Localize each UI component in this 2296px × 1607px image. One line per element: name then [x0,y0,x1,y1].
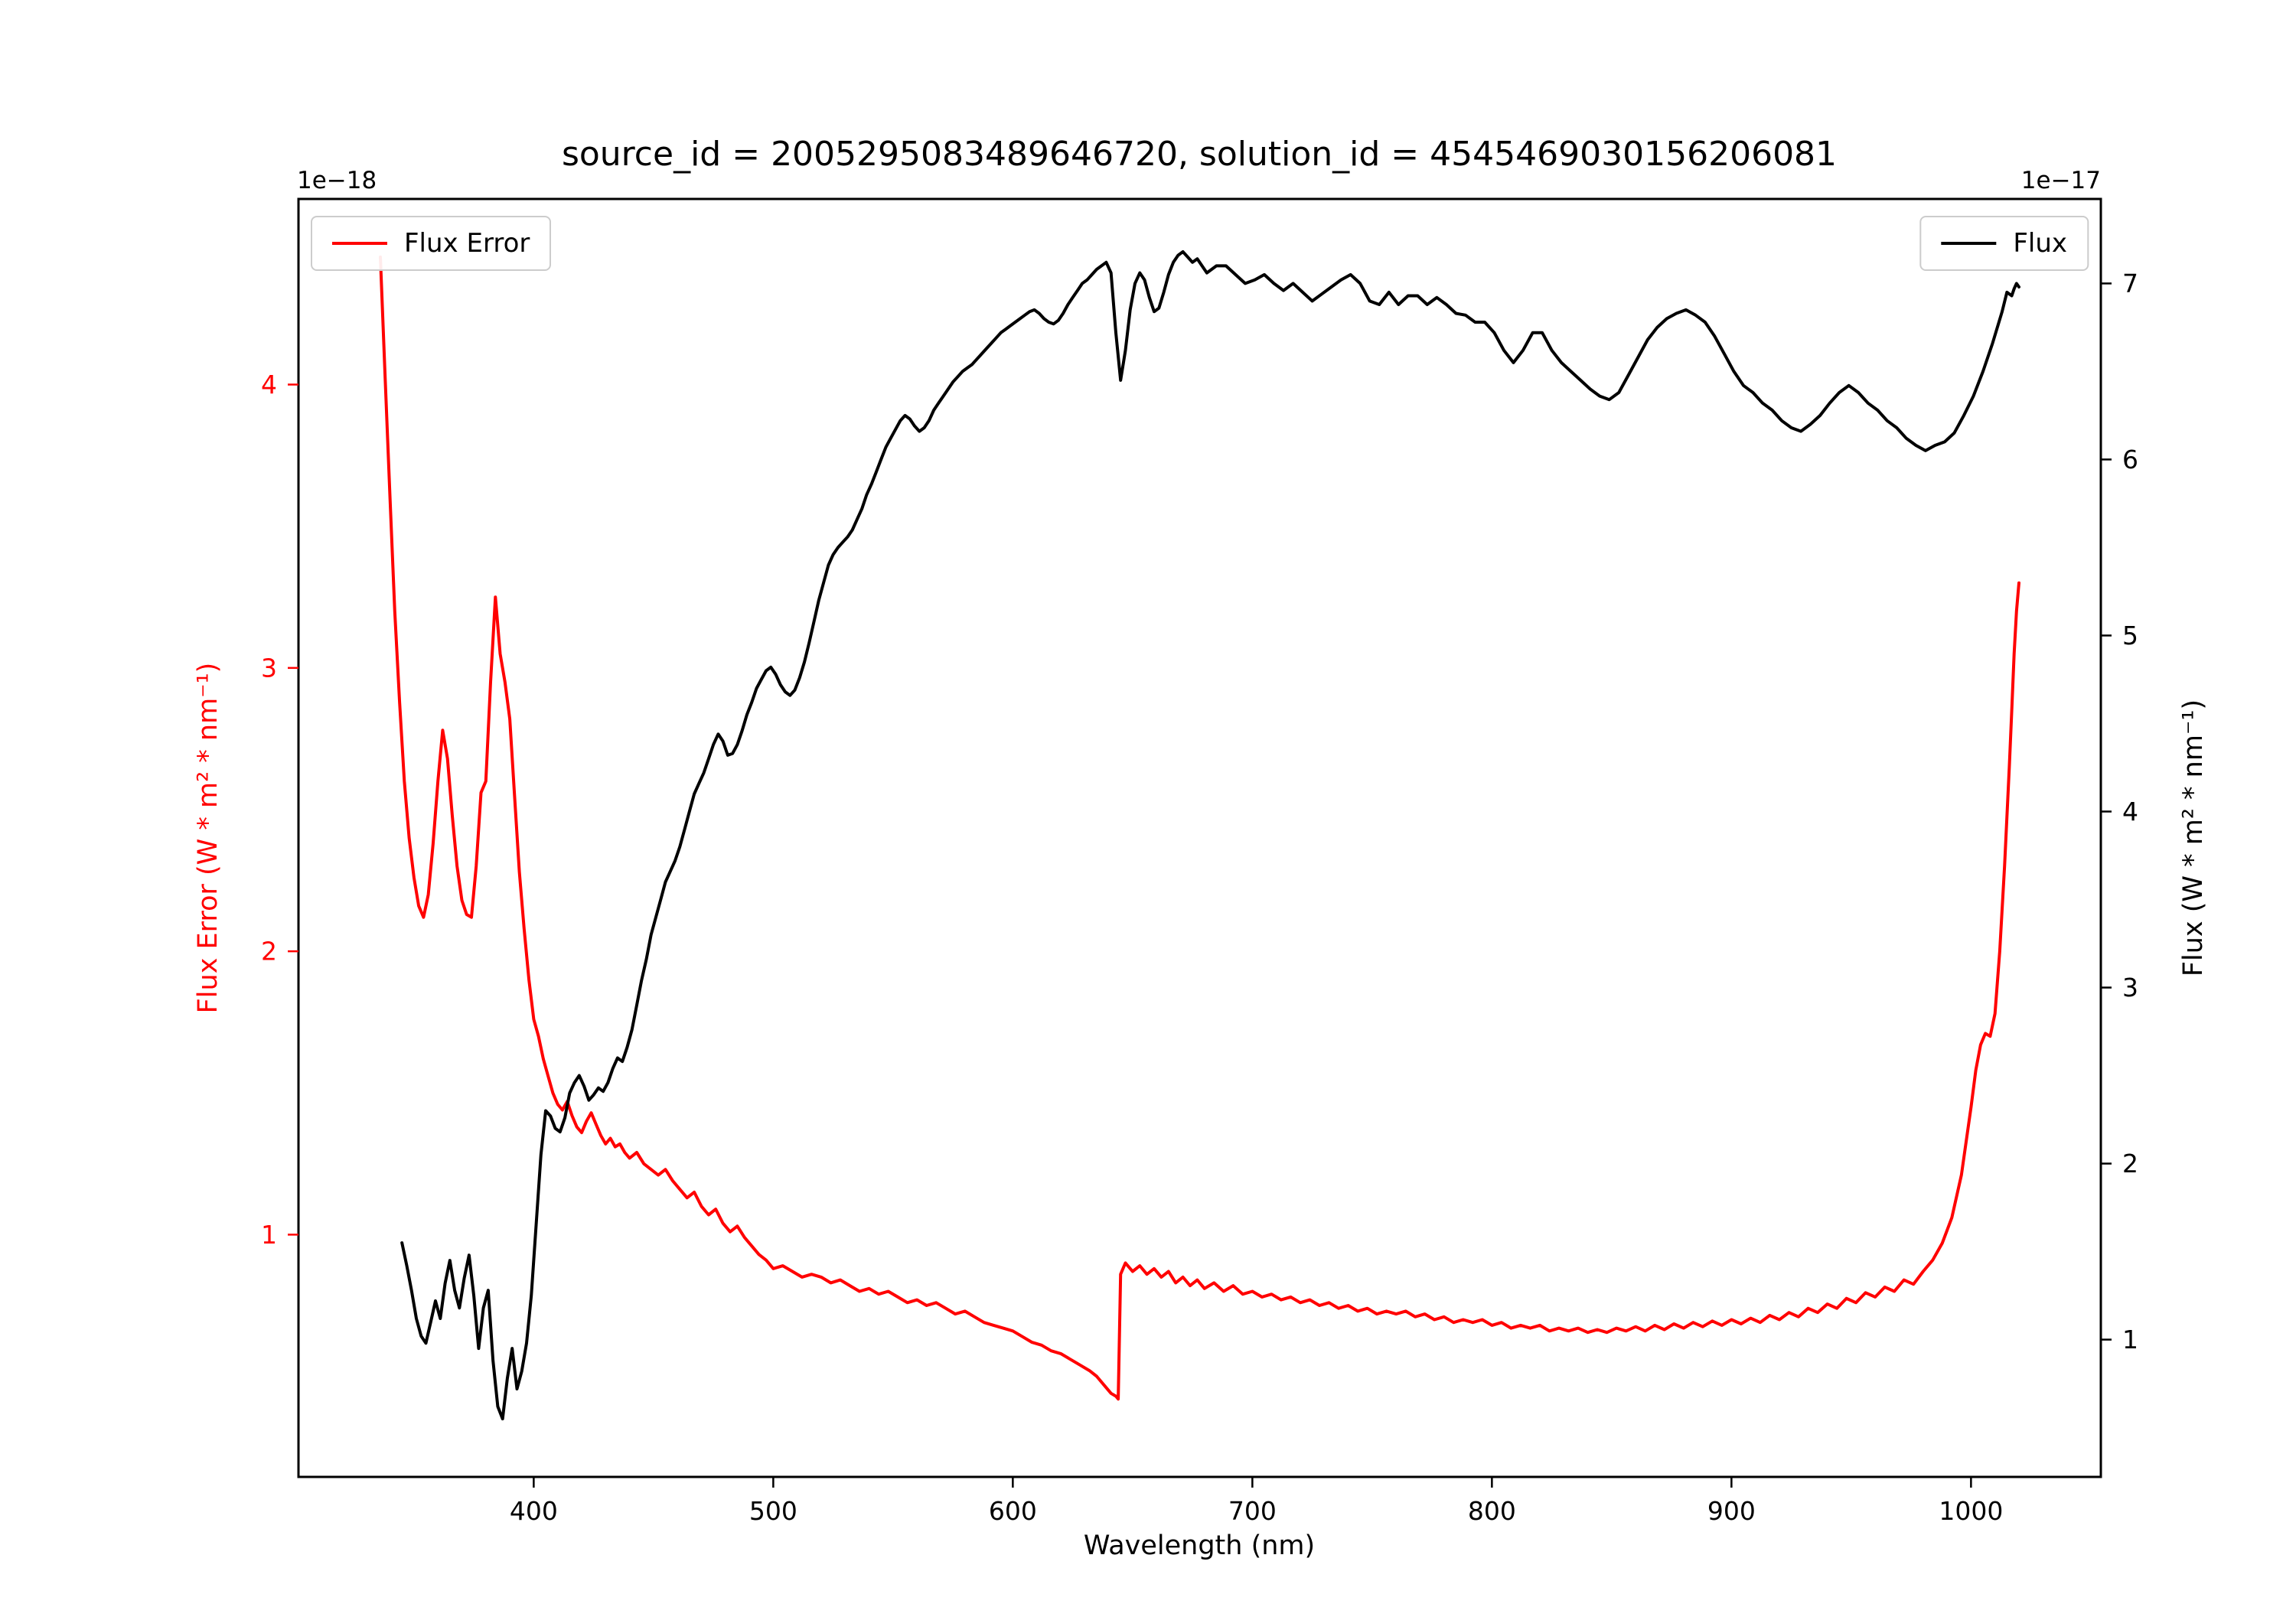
right-y-tick-label: 5 [2122,621,2138,650]
x-tick-label: 1000 [1939,1496,2003,1526]
axes-spines [297,197,2102,1478]
legend-flux: Flux [1919,216,2089,271]
flux-error-legend-line-sample [332,242,387,245]
flux-legend-label: Flux [2013,228,2067,259]
left-y-tick-label: 2 [261,937,277,966]
flux-legend-line-sample [1941,242,1997,245]
x-tick-label: 700 [1228,1496,1277,1526]
x-tick-label: 800 [1468,1496,1516,1526]
x-tick-label: 400 [510,1496,558,1526]
left-y-tick-label: 4 [261,370,277,399]
x-axis-label: Wavelength (nm) [1083,1530,1316,1561]
x-tick-label: 900 [1707,1496,1756,1526]
right-axis-label: Flux (W * m² * nm⁻¹) [2178,699,2209,977]
chart-title: source_id = 2005295083489646720, solutio… [561,135,1838,174]
left-y-tick-label: 1 [261,1220,277,1250]
right-y-tick-label: 4 [2122,797,2138,826]
right-y-tick-label: 6 [2122,445,2138,474]
legend-flux-error: Flux Error [311,216,552,271]
right-y-tick-label: 7 [2122,269,2138,298]
right-y-tick-label: 3 [2122,973,2138,1002]
right-y-tick-label: 1 [2122,1325,2138,1354]
right-axis-offset-text: 1e−17 [2020,167,2101,194]
left-axis-offset-text: 1e−18 [297,167,377,194]
flux-error-legend-label: Flux Error [404,228,530,259]
left-y-tick-label: 3 [261,653,277,683]
flux-error-line [379,255,2020,1401]
x-tick-label: 500 [749,1496,797,1526]
left-axis-label: Flux Error (W * m² * nm⁻¹) [193,662,223,1014]
x-tick-label: 600 [989,1496,1037,1526]
right-y-tick-label: 2 [2122,1149,2138,1178]
flux-line [400,250,2020,1421]
